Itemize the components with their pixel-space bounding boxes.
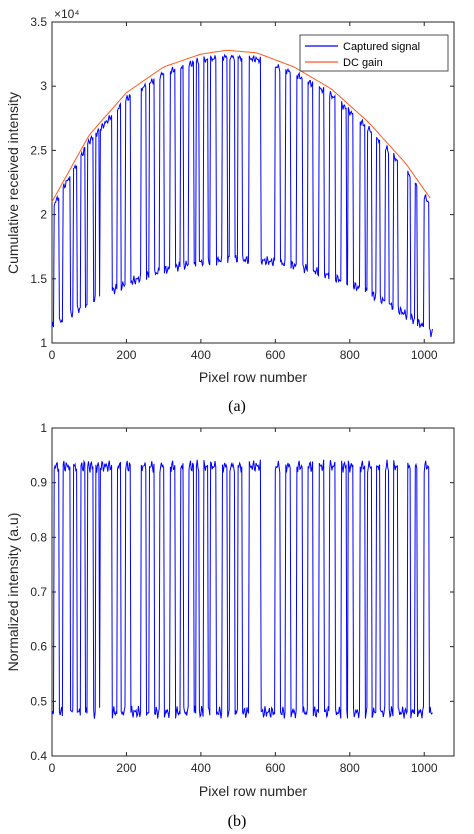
y-tick-label: 0.7 (30, 585, 47, 599)
x-tick-label: 400 (191, 348, 211, 362)
y-axis-label-b: Normalized intensity (a.u) (5, 513, 21, 672)
x-tick-label: 800 (340, 761, 360, 775)
y-tick-label: 0.9 (30, 476, 47, 490)
x-tick-label: 600 (265, 348, 285, 362)
y-tick-label: 3.5 (30, 15, 47, 29)
x-tick-label: 0 (49, 761, 56, 775)
y-ticks-a: 1 1.5 2 2.5 3 3.5 (30, 15, 454, 350)
y-tick-label: 2 (40, 208, 47, 222)
y-tick-label: 1 (40, 336, 47, 350)
y-tick-label: 2.5 (30, 143, 47, 157)
y-multiplier-a: ×10⁴ (54, 7, 80, 21)
x-axis-label-b: Pixel row number (199, 783, 307, 799)
panel-a-chart: 1 1.5 2 2.5 3 3.5 0 200 400 600 800 1000 ×10⁴ Pixe… (5, 7, 455, 415)
y-tick-label: 0.6 (30, 640, 47, 654)
legend-a: Captured signal DC gain (299, 34, 449, 72)
series-group-a (51, 49, 433, 338)
x-tick-label: 200 (116, 761, 136, 775)
caption-b: (b) (228, 813, 247, 830)
x-tick-label: 800 (340, 348, 360, 362)
x-tick-label: 400 (191, 761, 211, 775)
y-tick-label: 1 (40, 421, 47, 435)
y-tick-label: 3 (40, 79, 47, 93)
legend-label-dc: DC gain (343, 57, 383, 69)
legend-label-captured: Captured signal (343, 41, 420, 53)
panel-b-chart: 0.4 0.5 0.6 0.7 0.8 0.9 1 0 200 400 600 800 1000 Pi… (5, 421, 455, 830)
plot-b-area (51, 427, 455, 757)
x-tick-label: 1000 (411, 348, 438, 362)
series-line-a-1 (51, 49, 431, 203)
caption-a: (a) (228, 398, 246, 415)
y-tick-label: 0.5 (30, 694, 47, 708)
x-tick-label: 200 (116, 348, 136, 362)
x-ticks-b: 0 200 400 600 800 1000 (49, 428, 438, 775)
legend-box (299, 34, 449, 72)
x-axis-label-a: Pixel row number (199, 369, 307, 385)
y-tick-label: 0.8 (30, 530, 47, 544)
series-line-b-0 (51, 459, 433, 719)
x-tick-label: 1000 (411, 761, 438, 775)
y-axis-label-a: Cumulative received intensity (5, 92, 21, 274)
x-ticks-a: 0 200 400 600 800 1000 (49, 22, 438, 362)
x-tick-label: 600 (265, 761, 285, 775)
x-tick-label: 0 (49, 348, 56, 362)
y-tick-label: 1.5 (30, 272, 47, 286)
y-tick-label: 0.4 (30, 749, 47, 763)
series-line-a-0 (51, 53, 433, 338)
plot-a-area (51, 21, 455, 344)
series-group-b (51, 459, 433, 719)
